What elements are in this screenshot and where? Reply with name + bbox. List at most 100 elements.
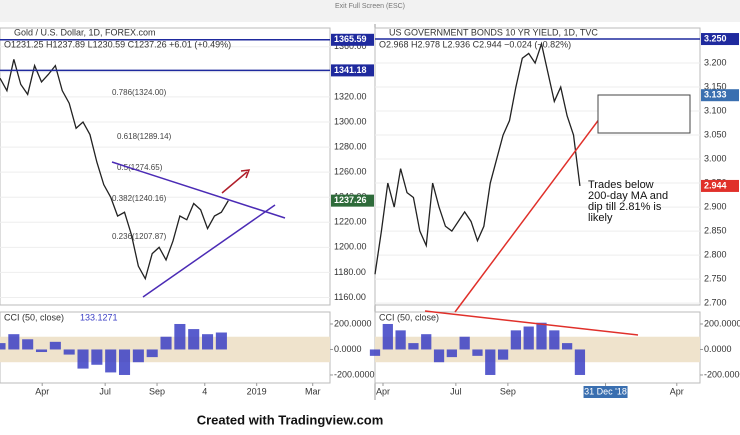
annotation: 0.618(1289.14): [117, 132, 172, 141]
price-tag: [331, 64, 374, 77]
x-tick-label: 4: [202, 386, 207, 396]
cci-bar: [459, 336, 470, 350]
y-tick-label: 2.850: [704, 225, 727, 235]
y-tick-label: 200.0000: [704, 318, 740, 328]
top-bar: [0, 0, 740, 22]
y-tick-label: 1280.00: [334, 141, 367, 151]
pane-border: [374, 27, 701, 306]
price-tag: [331, 33, 374, 46]
y-tick-label: 1180.00: [334, 267, 366, 277]
charts: 1160.001180.001200.001220.001240.001260.…: [0, 27, 740, 398]
cci-bar: [510, 330, 522, 350]
pane-border: [0, 27, 331, 306]
annotation: 0.382(1240.16): [112, 194, 167, 203]
x-tick-label: Apr: [35, 386, 49, 396]
y-tick-label: 3.050: [704, 129, 727, 139]
cci-bar: [91, 349, 103, 365]
trend-line: [424, 310, 639, 336]
cci-bar: [63, 349, 75, 355]
y-tick-label: 3.200: [704, 57, 727, 67]
price-tag-label: 1237.26: [334, 195, 367, 205]
annotation: 200-day MA and: [588, 190, 668, 202]
y-tick-label: 3.150: [704, 81, 727, 91]
x-tick-label: Jul: [99, 386, 111, 396]
price-tag-label: 3.133: [704, 90, 727, 100]
indicator-title: CCI (50, close): [4, 312, 64, 322]
cci-bar: [523, 326, 534, 350]
y-tick-label: 2.900: [704, 201, 727, 211]
y-tick-label: 1360.00: [334, 41, 367, 51]
cci-bar: [561, 343, 573, 350]
price-tag-label: 2.944: [704, 180, 727, 190]
y-tick-label: 0.0000: [334, 344, 362, 354]
cci-bar: [77, 349, 89, 369]
y-tick-label: 1200.00: [334, 242, 367, 252]
trend-line: [454, 117, 601, 313]
indicator-value: 133.1271: [80, 312, 118, 322]
cci-bar: [369, 349, 381, 356]
cci-bar: [215, 332, 227, 350]
chart-title: US GOVERNMENT BONDS 10 YR YIELD, 1D, TVC: [389, 27, 598, 37]
cci-bar: [160, 336, 172, 350]
y-tick-label: 1220.00: [334, 217, 367, 227]
y-tick-label: 3.000: [704, 153, 727, 163]
cci-bar: [105, 349, 117, 373]
y-tick-label: 1260.00: [334, 167, 367, 177]
y-tick-label: 1300.00: [334, 116, 367, 126]
chart-title: Gold / U.S. Dollar, 1D, FOREX.com: [14, 27, 156, 37]
cci-bar: [118, 349, 131, 375]
cci-bar: [49, 341, 61, 350]
y-tick-label: 2.700: [704, 297, 727, 307]
x-tick-label: Sep: [500, 386, 516, 396]
cci-bar: [549, 330, 560, 350]
y-tick-label: 3.100: [704, 105, 727, 115]
cci-bar: [574, 349, 586, 375]
cci-bar: [174, 323, 186, 350]
price-tag: [701, 33, 739, 46]
drawings: [111, 94, 691, 336]
x-tick-label: Jul: [450, 386, 462, 396]
price-tag-label: 3.250: [704, 33, 727, 43]
cci-bar: [35, 349, 48, 353]
y-tick-label: 2.800: [704, 249, 727, 259]
cci-bar: [446, 349, 457, 358]
y-tick-label: 1320.00: [334, 91, 367, 101]
indicator-title: CCI (50, close): [379, 312, 439, 322]
x-tick-label: Apr: [376, 386, 390, 396]
cci-bar: [485, 349, 496, 375]
cci-bar: [433, 349, 445, 363]
cci-bar: [536, 322, 547, 350]
x-tick-label: Mar: [305, 386, 321, 396]
x-tick-label: 31 Dec '18: [584, 386, 627, 396]
ohlc: O1231.25 H1237.89 L1230.59 C1237.26 +6.0…: [4, 39, 231, 49]
y-tick-label: 1160.00: [334, 292, 366, 302]
x-tick-label: Sep: [149, 386, 165, 396]
x-tick-label: Apr: [670, 386, 684, 396]
cci-bar: [8, 334, 20, 350]
x-tick-highlight: [583, 386, 628, 398]
y-tick-label: 2.750: [704, 273, 727, 283]
exit-fullscreen[interactable]: Exit Full Screen (ESC): [335, 3, 405, 10]
y-tick-label: 200.0000: [334, 318, 372, 328]
cci-bar: [382, 323, 393, 350]
x-tick-label: 2019: [247, 386, 267, 396]
y-tick-label: 0.0000: [704, 344, 732, 354]
cci-bar: [146, 349, 158, 358]
cci-bar: [497, 349, 509, 360]
annotation: Trades below: [588, 179, 654, 191]
price-tag-label: 1341.18: [334, 65, 367, 75]
price-tag: [701, 179, 739, 192]
cci-bar: [22, 339, 34, 350]
cci-bar: [0, 343, 6, 350]
y-tick-label: -200.0000: [334, 369, 375, 379]
price-tag-label: 1365.59: [334, 34, 367, 44]
price-tag: [331, 194, 374, 207]
cci-bar: [188, 329, 200, 350]
cci-bar: [472, 349, 483, 356]
cci-bar: [202, 334, 214, 350]
arrow: [221, 171, 248, 194]
cci-bar: [408, 343, 419, 350]
annotation: 0.786(1324.00): [112, 88, 167, 97]
annotation: 0.5(1274.65): [117, 163, 163, 172]
